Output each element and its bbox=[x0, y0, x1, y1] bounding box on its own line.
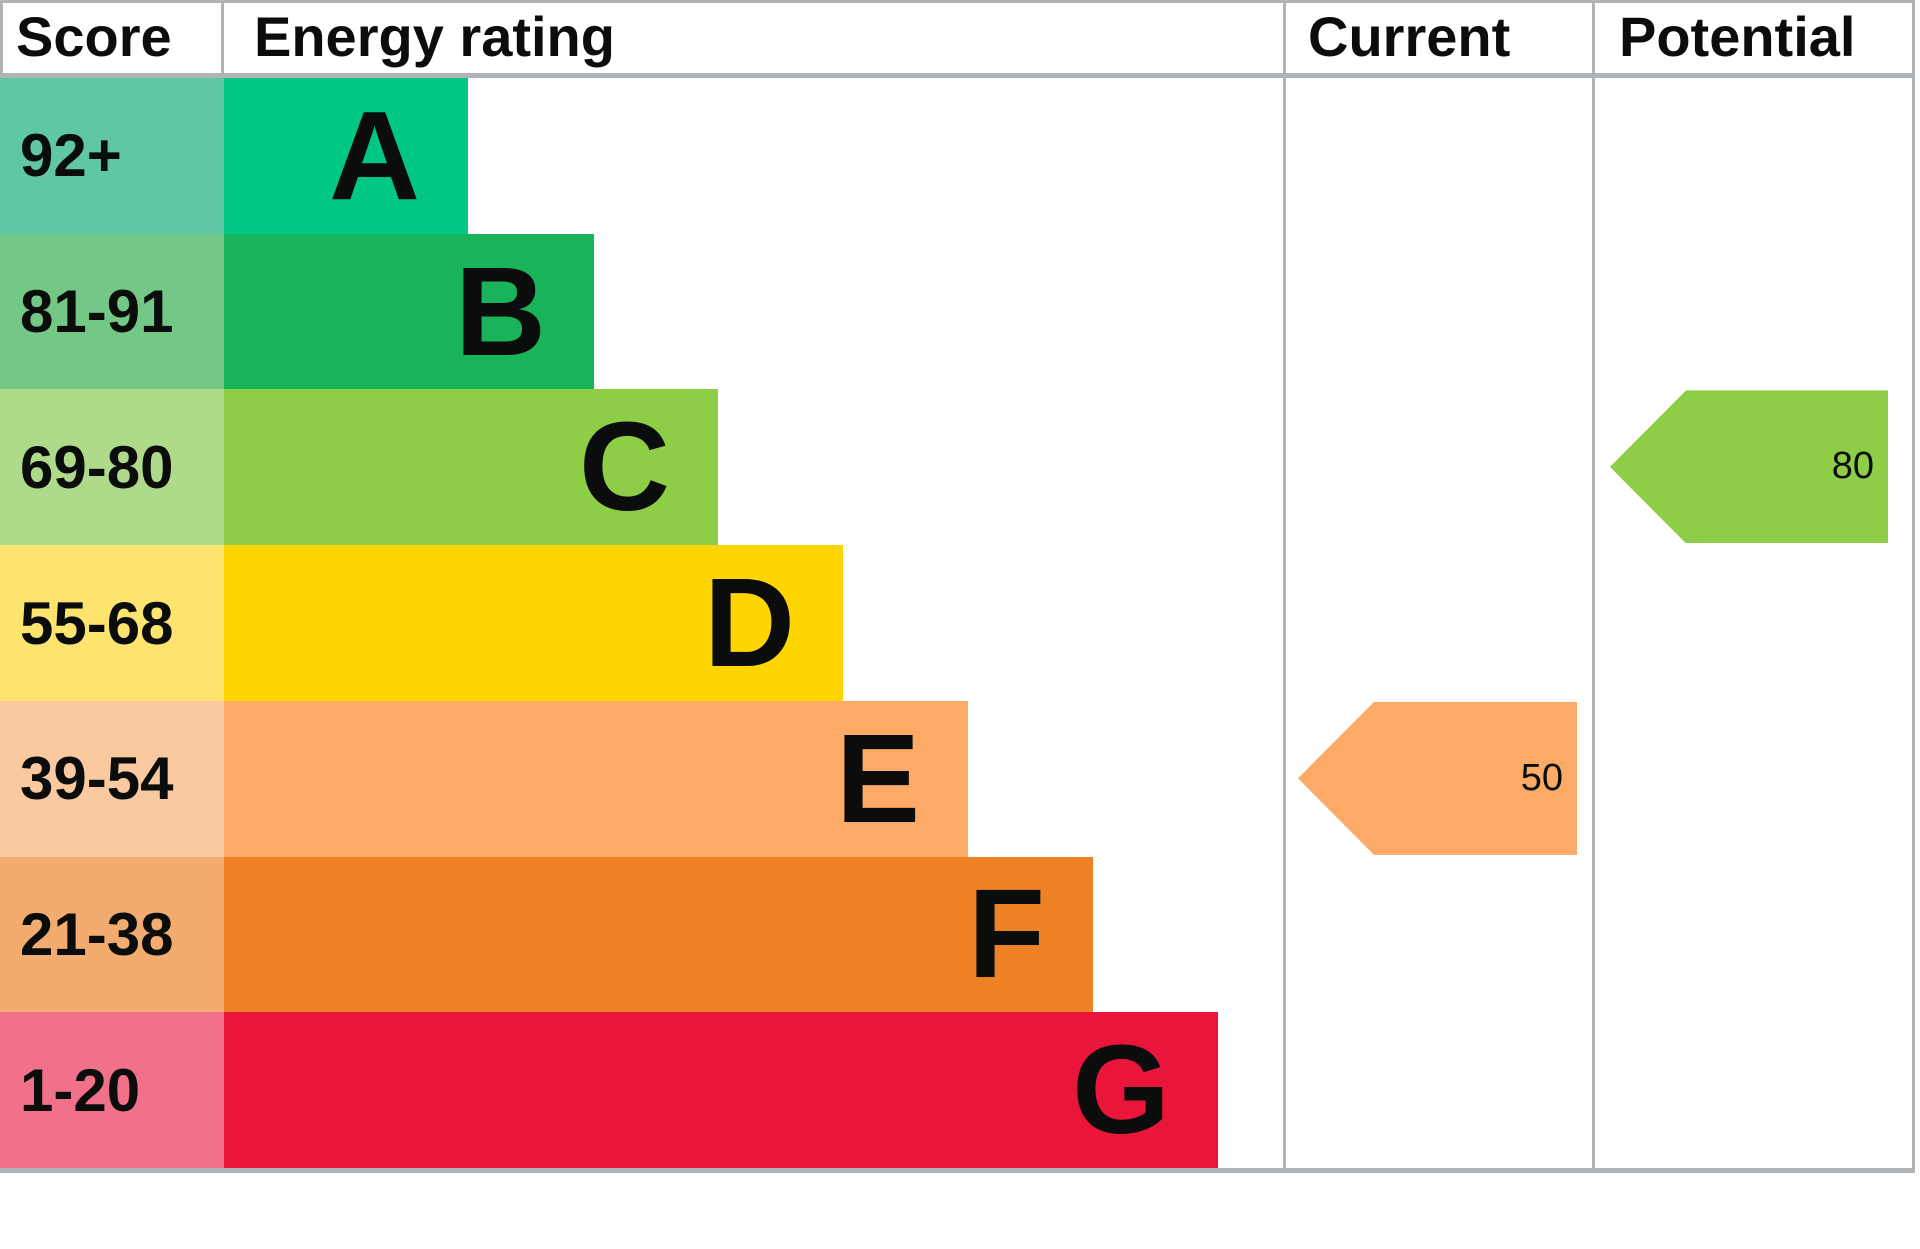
score-column-divider bbox=[221, 0, 224, 78]
band-row-c: 69-80 C bbox=[0, 389, 1915, 546]
grade-letter-f: F bbox=[968, 863, 1045, 1005]
grade-letter-e: E bbox=[835, 707, 920, 849]
score-range-d: 55-68 bbox=[0, 545, 224, 701]
score-range-b: 81-91 bbox=[0, 233, 224, 390]
rating-bar-f: F bbox=[224, 856, 1093, 1013]
table-border-top bbox=[0, 0, 1915, 3]
header-bottom-border bbox=[0, 73, 1915, 78]
band-rows: 92+ A 81-91 B 69-80 C 55-68 bbox=[0, 78, 1915, 1169]
grade-letter-a: A bbox=[329, 84, 420, 226]
rating-bar-b: B bbox=[224, 233, 594, 390]
score-header: Score bbox=[16, 5, 172, 68]
potential-value: 80 bbox=[1831, 445, 1874, 488]
rating-bar-e: E bbox=[224, 700, 968, 857]
rating-bar-a: A bbox=[224, 78, 468, 234]
current-column-divider bbox=[1283, 0, 1286, 1173]
table-border-bottom bbox=[0, 1168, 1915, 1173]
band-row-e: 39-54 E bbox=[0, 700, 1915, 857]
energy-rating-header: Energy rating bbox=[254, 5, 615, 68]
band-row-b: 81-91 B bbox=[0, 233, 1915, 390]
score-range-g: 1-20 bbox=[0, 1012, 224, 1169]
grade-letter-b: B bbox=[455, 240, 546, 382]
rating-bar-c: C bbox=[224, 389, 718, 546]
table-border-right bbox=[1912, 0, 1915, 1173]
score-range-c: 69-80 bbox=[0, 389, 224, 546]
score-range-e: 39-54 bbox=[0, 700, 224, 857]
current-value: 50 bbox=[1520, 756, 1563, 799]
band-row-g: 1-20 G bbox=[0, 1012, 1915, 1169]
header-left-border bbox=[0, 0, 3, 78]
rating-bar-d: D bbox=[224, 545, 843, 701]
grade-letter-c: C bbox=[579, 396, 670, 538]
band-row-d: 55-68 D bbox=[0, 545, 1915, 701]
score-range-f: 21-38 bbox=[0, 856, 224, 1013]
potential-header: Potential bbox=[1619, 5, 1856, 68]
grade-letter-d: D bbox=[704, 552, 795, 694]
band-row-f: 21-38 F bbox=[0, 856, 1915, 1013]
current-header: Current bbox=[1308, 5, 1511, 68]
rating-bar-g: G bbox=[224, 1012, 1218, 1169]
potential-column-divider bbox=[1592, 0, 1595, 1173]
band-row-a: 92+ A bbox=[0, 78, 1915, 234]
score-range-a: 92+ bbox=[0, 78, 224, 234]
grade-letter-g: G bbox=[1071, 1019, 1170, 1161]
epc-chart: Score Energy rating Current Potential 92… bbox=[0, 0, 1915, 1173]
